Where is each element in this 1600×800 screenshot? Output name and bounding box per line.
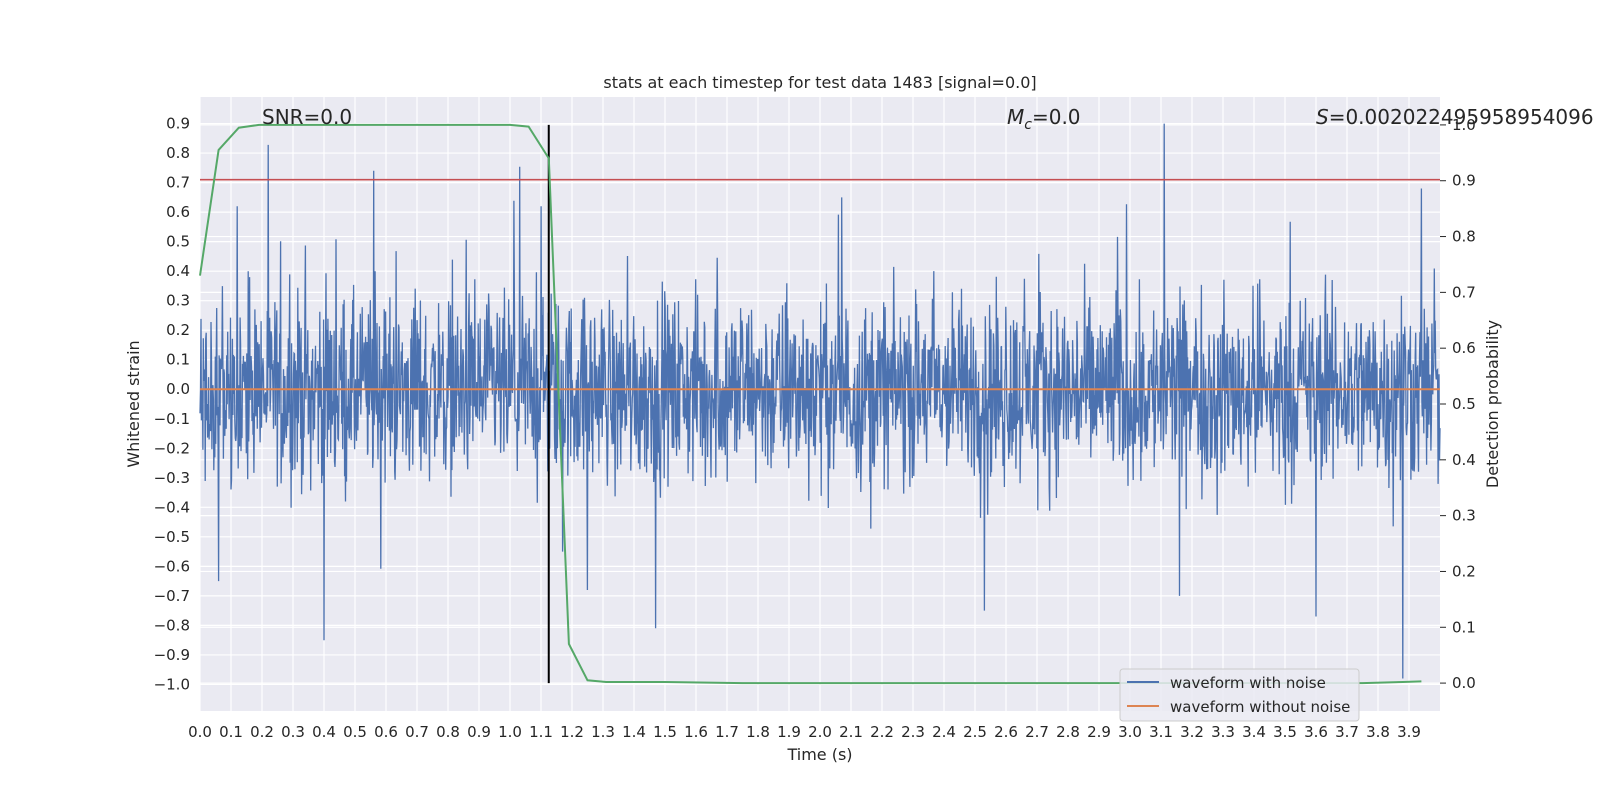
y-tick-label-left: 0.6 (166, 203, 190, 221)
y-tick-label-left: −0.7 (154, 587, 190, 605)
x-tick-label: 2.4 (932, 723, 956, 741)
y-tick-label-right: 0.0 (1452, 674, 1476, 692)
x-tick-label: 1.8 (746, 723, 770, 741)
x-tick-label: 0.7 (405, 723, 429, 741)
y-tick-label-left: 0.2 (166, 321, 190, 339)
x-tick-label: 2.3 (901, 723, 925, 741)
x-tick-label: 0.9 (467, 723, 491, 741)
x-tick-label: 3.3 (1211, 723, 1235, 741)
x-tick-label: 2.7 (1025, 723, 1049, 741)
y-tick-label-right: 0.9 (1452, 172, 1476, 190)
x-tick-label: 3.8 (1366, 723, 1390, 741)
x-tick-label: 2.2 (870, 723, 894, 741)
s-symbol: S (1316, 105, 1329, 129)
x-tick-label: 0.2 (250, 723, 274, 741)
mc-value: =0.0 (1032, 105, 1081, 129)
legend-label-clean: waveform without noise (1170, 698, 1350, 716)
x-tick-label: 1.9 (777, 723, 801, 741)
y-tick-label-left: −0.5 (154, 528, 190, 546)
y-tick-label-left: −0.3 (154, 469, 190, 487)
y-tick-label-left: −0.1 (154, 410, 190, 428)
y-tick-label-right: 0.8 (1452, 228, 1476, 246)
y-tick-label-left: 0.3 (166, 292, 190, 310)
x-tick-label: 3.7 (1335, 723, 1359, 741)
x-tick-label: 3.5 (1273, 723, 1297, 741)
x-tick-label: 3.1 (1149, 723, 1173, 741)
x-tick-label: 1.0 (498, 723, 522, 741)
chart-title: stats at each timestep for test data 148… (603, 73, 1036, 92)
x-tick-label: 0.3 (281, 723, 305, 741)
y-tick-labels-left: 0.9 0.8 0.7 0.6 0.5 0.4 0.3 0.2 0.1 0.0 −0.1 −0.2 −0… (154, 115, 190, 694)
x-tick-label: 0.6 (374, 723, 398, 741)
y-tick-label-left: 0.5 (166, 233, 190, 251)
y-tick-label-right: 0.3 (1452, 507, 1476, 525)
x-tick-label: 3.4 (1242, 723, 1266, 741)
y-tick-label-left: −0.8 (154, 616, 190, 634)
mc-subscript: c (1024, 117, 1032, 133)
x-tick-label: 1.6 (684, 723, 708, 741)
y-tick-label-left: −0.2 (154, 439, 190, 457)
series-waveform-with-noise (199, 123, 1441, 679)
x-tick-label: 1.4 (622, 723, 646, 741)
x-tick-label: 2.0 (808, 723, 832, 741)
x-tick-label: 1.2 (560, 723, 584, 741)
legend: waveform with noise waveform without noi… (1119, 668, 1360, 722)
mc-annotation: Mc=0.0 (1007, 105, 1081, 133)
x-tick-label: 2.9 (1087, 723, 1111, 741)
y-tick-label-left: −0.4 (154, 498, 190, 516)
y-tick-label-right: 0.4 (1452, 451, 1476, 469)
y-tick-label-left: 0.7 (166, 174, 190, 192)
x-tick-label: 0.0 (188, 723, 212, 741)
legend-box (1119, 668, 1360, 722)
y-tick-label-right: 0.7 (1452, 283, 1476, 301)
x-tick-label: 1.5 (653, 723, 677, 741)
y-tick-label-right: 0.6 (1452, 339, 1476, 357)
y-tick-label-left: 0.1 (166, 351, 190, 369)
y-axis-label-right: Detection probability (1483, 320, 1502, 488)
x-tick-label: 3.6 (1304, 723, 1328, 741)
s-value: =0.002022495958954096 (1329, 105, 1594, 129)
y-tick-label-left: 0.9 (166, 115, 190, 133)
x-tick-label: 1.1 (529, 723, 553, 741)
x-tick-label: 0.4 (312, 723, 336, 741)
y-tick-label-right: 1.0 (1452, 116, 1476, 134)
legend-label-noise: waveform with noise (1170, 674, 1326, 692)
y-tick-label-left: −0.9 (154, 646, 190, 664)
y-tick-label-right: 0.5 (1452, 395, 1476, 413)
y-tick-label-right: 0.2 (1452, 562, 1476, 580)
x-axis-label: Time (s) (786, 745, 852, 764)
x-tick-label: 0.5 (343, 723, 367, 741)
y-tick-label-left: 0.0 (166, 380, 190, 398)
x-tick-label: 3.9 (1397, 723, 1421, 741)
y-tick-label-right: 0.1 (1452, 618, 1476, 636)
y-tick-labels-right: 1.0 0.9 0.8 0.7 0.6 0.5 0.4 0.3 0.2 0.1 0.0 (1440, 116, 1476, 692)
x-tick-label: 2.6 (994, 723, 1018, 741)
x-tick-labels: 0.0 0.1 0.2 0.3 0.4 0.5 0.6 0.7 0.8 0.9 1.0 1.1 1.2 1… (188, 723, 1421, 741)
s-annotation: S=0.002022495958954096 (1316, 105, 1594, 129)
mc-symbol: M (1007, 105, 1024, 129)
y-tick-label-left: −1.0 (154, 675, 190, 693)
x-tick-label: 3.0 (1118, 723, 1142, 741)
x-tick-label: 2.8 (1056, 723, 1080, 741)
x-tick-label: 3.2 (1180, 723, 1204, 741)
x-tick-label: 2.1 (839, 723, 863, 741)
x-tick-label: 0.8 (436, 723, 460, 741)
noise-waveform-line (199, 123, 1441, 679)
snr-annotation: SNR=0.0 (262, 105, 352, 129)
x-tick-label: 2.5 (963, 723, 987, 741)
x-tick-label: 1.3 (591, 723, 615, 741)
y-tick-label-left: −0.6 (154, 557, 190, 575)
y-axis-label-left: Whitened strain (124, 340, 143, 467)
x-tick-label: 0.1 (219, 723, 243, 741)
y-tick-label-left: 0.4 (166, 262, 190, 280)
y-tick-label-left: 0.8 (166, 144, 190, 162)
x-tick-label: 1.7 (715, 723, 739, 741)
